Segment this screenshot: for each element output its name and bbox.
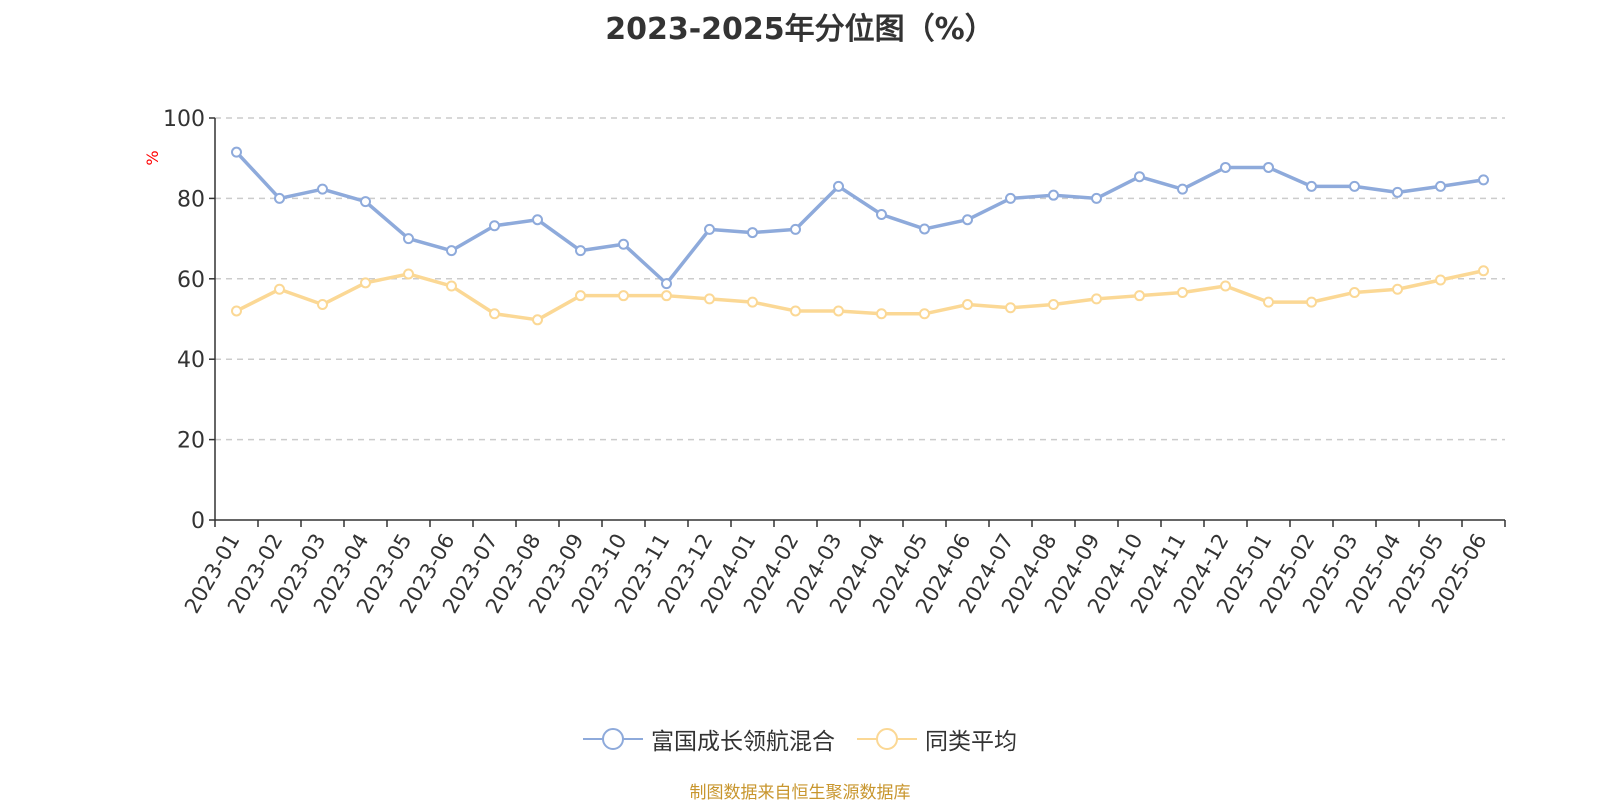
data-point-series-2-2024-10[interactable]	[1134, 290, 1145, 302]
data-point-series-2-2025-05[interactable]	[1435, 274, 1446, 286]
y-tick-label-40: 40	[177, 348, 205, 373]
data-point-series-1-2025-06[interactable]	[1478, 174, 1489, 186]
data-point-series-1-2023-09[interactable]	[575, 245, 586, 257]
data-point-series-1-2024-02[interactable]	[790, 223, 801, 235]
data-point-series-1-2023-01[interactable]	[231, 146, 242, 158]
legend-symbol-series-2	[857, 728, 917, 750]
data-point-series-2-2023-06[interactable]	[446, 280, 457, 292]
data-point-series-1-2024-11[interactable]	[1177, 183, 1188, 195]
data-point-series-1-2024-05[interactable]	[919, 223, 930, 235]
x-axis-ticks: 2023-012023-022023-032023-042023-052023-…	[180, 520, 1506, 617]
data-point-series-1-2023-07[interactable]	[489, 220, 500, 232]
data-point-series-1-2023-05[interactable]	[403, 233, 414, 245]
series-1	[231, 146, 1489, 290]
legend-symbol-series-1	[583, 728, 643, 750]
data-point-series-2-2023-11[interactable]	[661, 290, 672, 302]
data-point-series-1-2023-11[interactable]	[661, 278, 672, 290]
y-tick-label-20: 20	[177, 429, 205, 454]
data-point-series-1-2024-12[interactable]	[1220, 161, 1231, 173]
data-point-series-2-2024-08[interactable]	[1048, 299, 1059, 311]
data-point-series-1-2024-09[interactable]	[1091, 192, 1102, 204]
data-point-series-2-2023-08[interactable]	[532, 314, 543, 326]
data-point-series-1-2025-05[interactable]	[1435, 180, 1446, 192]
data-point-series-2-2023-04[interactable]	[360, 277, 371, 289]
source-note: 制图数据来自恒生聚源数据库	[689, 783, 911, 803]
data-point-series-1-2024-08[interactable]	[1048, 189, 1059, 201]
data-point-series-2-2025-01[interactable]	[1263, 296, 1274, 308]
data-point-series-1-2023-03[interactable]	[317, 183, 328, 195]
data-point-series-1-2023-04[interactable]	[360, 196, 371, 208]
data-point-series-2-2024-02[interactable]	[790, 305, 801, 317]
data-point-series-2-2024-06[interactable]	[962, 299, 973, 311]
legend-item-series-2[interactable]: 同类平均	[857, 722, 1017, 756]
data-point-series-2-2025-02[interactable]	[1306, 296, 1317, 308]
data-point-series-1-2023-02[interactable]	[274, 192, 285, 204]
data-point-series-1-2025-03[interactable]	[1349, 180, 1360, 192]
data-point-series-2-2025-06[interactable]	[1478, 265, 1489, 277]
data-point-series-1-2023-08[interactable]	[532, 214, 543, 226]
series-line-1	[235, 150, 1484, 286]
data-point-series-1-2025-04[interactable]	[1392, 186, 1403, 198]
data-point-series-2-2024-11[interactable]	[1177, 286, 1188, 298]
data-point-series-2-2023-01[interactable]	[231, 305, 242, 317]
data-point-series-1-2024-01[interactable]	[747, 227, 758, 239]
data-point-series-2-2023-02[interactable]	[274, 283, 285, 295]
legend-label-series-1: 富国成长领航混合	[651, 729, 835, 755]
data-point-series-1-2023-12[interactable]	[704, 223, 715, 235]
data-point-series-1-2024-07[interactable]	[1005, 192, 1016, 204]
data-point-series-1-2024-03[interactable]	[833, 180, 844, 192]
legend-item-series-1[interactable]: 富国成长领航混合	[583, 722, 835, 756]
data-point-series-2-2024-09[interactable]	[1091, 293, 1102, 305]
data-point-series-2-2023-07[interactable]	[489, 308, 500, 320]
data-point-series-2-2025-04[interactable]	[1392, 283, 1403, 295]
data-point-series-2-2024-04[interactable]	[876, 308, 887, 320]
data-point-series-2-2024-07[interactable]	[1005, 302, 1016, 314]
data-point-series-2-2024-05[interactable]	[919, 308, 930, 320]
data-point-series-1-2025-01[interactable]	[1263, 161, 1274, 173]
data-point-series-2-2023-12[interactable]	[704, 293, 715, 305]
data-point-series-1-2025-02[interactable]	[1306, 180, 1317, 192]
series-line-2	[235, 269, 1484, 322]
data-point-series-2-2023-09[interactable]	[575, 290, 586, 302]
chart-title: 2023-2025年分位图（%）	[605, 12, 995, 47]
data-point-series-2-2024-12[interactable]	[1220, 280, 1231, 292]
data-point-series-1-2024-04[interactable]	[876, 208, 887, 220]
legend-label-series-2: 同类平均	[925, 729, 1017, 755]
data-point-series-1-2023-06[interactable]	[446, 245, 457, 257]
axes	[214, 118, 1505, 521]
series-2	[231, 265, 1489, 326]
y-tick-label-100: 100	[163, 107, 205, 132]
data-point-series-2-2023-05[interactable]	[403, 268, 414, 280]
data-point-series-2-2023-10[interactable]	[618, 290, 629, 302]
data-point-series-1-2024-06[interactable]	[962, 214, 973, 226]
y-tick-label-60: 60	[177, 268, 205, 293]
data-point-series-1-2024-10[interactable]	[1134, 171, 1145, 183]
series-lines	[231, 146, 1489, 326]
y-axis-ticks: 0 20 40 60 80 100	[163, 107, 215, 534]
y-tick-label-0: 0	[191, 509, 205, 534]
data-point-series-1-2023-10[interactable]	[618, 238, 629, 250]
data-point-series-2-2025-03[interactable]	[1349, 286, 1360, 298]
legend: 富国成长领航混合 同类平均	[0, 722, 1600, 756]
data-point-series-2-2024-01[interactable]	[747, 296, 758, 308]
data-point-series-2-2024-03[interactable]	[833, 305, 844, 317]
data-point-series-2-2023-03[interactable]	[317, 299, 328, 311]
y-axis-label: %	[143, 150, 162, 165]
y-tick-label-80: 80	[177, 187, 205, 212]
